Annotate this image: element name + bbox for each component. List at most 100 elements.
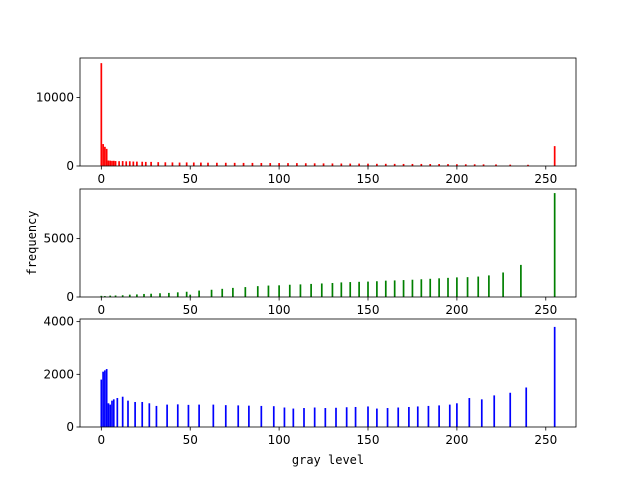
x-tick-label: 250 (534, 433, 557, 447)
histogram-bar (128, 294, 131, 297)
histogram-bar (287, 163, 289, 166)
histogram-bar (349, 163, 352, 166)
histogram-bar (185, 162, 188, 166)
histogram-panel-3: 0 50 100 150 200 250 0 2000 4000 (43, 315, 577, 447)
histogram-bar (111, 400, 113, 427)
histogram-bar (148, 403, 151, 427)
histogram-bar (420, 163, 423, 166)
histogram-bar (376, 281, 378, 297)
histogram-bar (155, 405, 158, 427)
histogram-bar (125, 161, 128, 166)
histogram-bar (112, 399, 115, 427)
x-tick-label: 50 (183, 172, 198, 186)
histogram-bar (272, 406, 275, 427)
histogram-bar (102, 371, 104, 427)
histogram-bar (112, 160, 115, 166)
histogram-bar (354, 406, 357, 427)
x-tick-label: 200 (445, 303, 468, 317)
histogram-bar (322, 163, 325, 166)
histogram-bar (340, 282, 343, 297)
histogram-bar (324, 408, 327, 427)
histogram-bar (393, 163, 396, 166)
histogram-panel-2: 0 50 100 150 200 250 0 5000 (43, 188, 577, 317)
histogram-bar (411, 279, 414, 297)
histogram-bar (553, 326, 556, 427)
x-tick-label: 100 (268, 303, 291, 317)
histogram-bar (237, 405, 240, 427)
x-tick-label: 150 (357, 172, 380, 186)
histogram-bar (386, 408, 389, 427)
x-tick-label: 200 (445, 433, 468, 447)
histogram-bar (438, 405, 440, 427)
histogram-bar (553, 193, 556, 297)
histogram-bar (313, 163, 316, 166)
histogram-bar (189, 294, 192, 297)
histogram-bar (121, 295, 124, 297)
histogram-bar (349, 282, 352, 297)
histogram-bar (468, 398, 471, 427)
histogram-bar (482, 164, 485, 166)
histogram-bar (345, 407, 348, 427)
histogram-bar (207, 162, 209, 166)
x-tick-label: 100 (268, 433, 291, 447)
histogram-bar (232, 287, 234, 297)
x-tick-label: 150 (357, 303, 380, 317)
histogram-bar (509, 392, 512, 427)
histogram-bar (456, 277, 458, 297)
histogram-bar (100, 295, 103, 297)
histogram-bar (402, 280, 405, 297)
histogram-bar (114, 161, 117, 166)
histogram-bar (408, 406, 410, 427)
histogram-bar (251, 162, 254, 166)
histogram-bar (176, 292, 179, 297)
y-tick-label: 0 (66, 290, 74, 304)
histogram-bar (104, 370, 106, 427)
histogram-bar (527, 164, 529, 166)
histogram-bar (438, 164, 440, 166)
histogram-bar (304, 163, 307, 166)
histogram-bar (176, 404, 179, 427)
histogram-bar (212, 404, 215, 427)
histogram-bar (224, 405, 227, 427)
histogram-bar (473, 164, 476, 166)
histogram-bar (447, 164, 449, 166)
histogram-bar (159, 293, 161, 297)
histogram-bar (233, 162, 236, 166)
histogram-bar (429, 278, 432, 297)
histogram-bar (116, 398, 119, 427)
histogram-bar (100, 63, 103, 166)
histogram-bar (141, 401, 144, 427)
histogram-bar (118, 161, 120, 166)
histogram-bar (367, 406, 369, 427)
plot-frame (79, 318, 577, 428)
x-tick-label: 100 (268, 172, 291, 186)
histogram-bar (121, 161, 124, 166)
histogram-bar (488, 275, 490, 297)
histogram-bar (114, 295, 117, 297)
histogram-bar (376, 408, 378, 427)
histogram-bar (283, 407, 286, 427)
histogram-bar (198, 404, 200, 427)
histogram-bar (198, 290, 200, 297)
histogram-bar (313, 407, 316, 427)
histogram-bar (278, 285, 280, 297)
histogram-bar (216, 162, 218, 166)
histogram-bar (480, 399, 483, 427)
histogram-bar (157, 162, 160, 166)
x-tick-label: 50 (183, 433, 198, 447)
histogram-bar (310, 283, 312, 297)
y-tick-label: 0 (66, 159, 74, 173)
histogram-bar (502, 272, 504, 297)
histogram-bar (111, 160, 113, 166)
histogram-bar (448, 404, 451, 427)
histogram-bar (244, 287, 247, 297)
histogram-bar (127, 400, 129, 427)
histogram-bar (102, 144, 104, 166)
histogram-bar (144, 161, 147, 166)
histogram-bar (269, 163, 272, 166)
histogram-bar (367, 281, 369, 297)
y-axis-label: frequency (25, 210, 39, 275)
histogram-bar (143, 293, 145, 297)
